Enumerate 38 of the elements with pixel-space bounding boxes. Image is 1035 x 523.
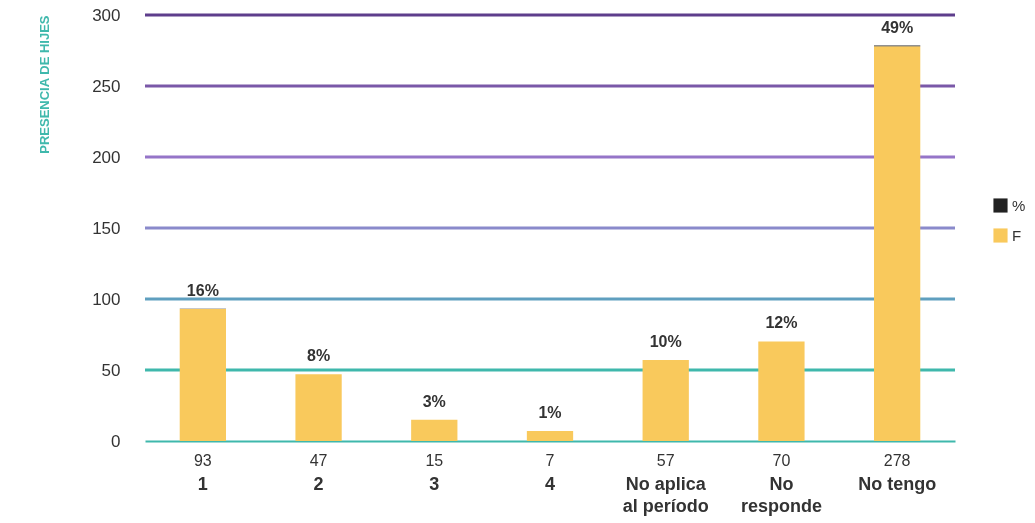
bar bbox=[179, 308, 226, 441]
legend-label: F bbox=[1012, 226, 1022, 244]
bar bbox=[295, 374, 342, 441]
y-tick-label: 250 bbox=[92, 76, 121, 96]
data-label: 278 bbox=[883, 452, 911, 469]
data-label: 93 bbox=[193, 452, 212, 469]
data-label: 15 bbox=[425, 452, 444, 469]
x-tick-label: No tengo bbox=[858, 474, 937, 494]
y-tick-label: 150 bbox=[92, 218, 121, 238]
data-label: 12% bbox=[765, 314, 798, 332]
y-tick-label: 50 bbox=[101, 360, 121, 380]
y-axis-title: PRESENCIA DE HIJES bbox=[37, 15, 53, 154]
y-tick-label: 100 bbox=[92, 289, 121, 309]
data-label: 10% bbox=[649, 332, 682, 350]
y-tick-label: 300 bbox=[92, 5, 121, 25]
data-label: 49% bbox=[881, 18, 914, 36]
data-label: 3% bbox=[422, 392, 446, 410]
data-label: 57 bbox=[656, 452, 675, 469]
bar bbox=[758, 341, 805, 441]
y-tick-label: 0 bbox=[111, 431, 121, 451]
bar bbox=[411, 419, 458, 441]
data-label: 70 bbox=[772, 452, 791, 469]
data-label: 47 bbox=[309, 452, 328, 469]
bar bbox=[642, 360, 689, 441]
legend-label: % bbox=[1012, 196, 1026, 214]
bar bbox=[526, 431, 574, 441]
x-tick-label: No responde bbox=[740, 474, 822, 516]
x-tick-label: 1 bbox=[197, 474, 208, 494]
data-label: 1% bbox=[538, 404, 562, 422]
bar bbox=[874, 46, 921, 441]
data-label: 16% bbox=[186, 281, 219, 299]
data-label: 8% bbox=[307, 347, 331, 365]
y-tick-label: 200 bbox=[92, 147, 121, 167]
x-tick-label: 3 bbox=[429, 474, 440, 494]
x-tick-label: 2 bbox=[313, 474, 324, 494]
x-tick-label: No aplica al período bbox=[622, 474, 709, 516]
data-label: 7 bbox=[545, 452, 555, 469]
x-tick-label: 4 bbox=[544, 474, 556, 494]
